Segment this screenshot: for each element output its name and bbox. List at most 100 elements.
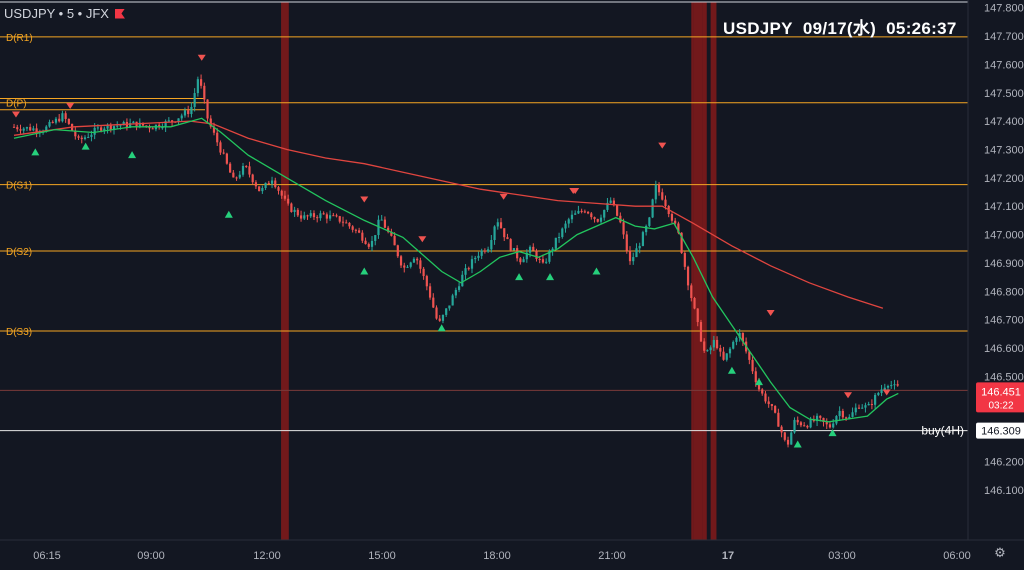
candle-body [12,126,16,128]
candle-body [512,248,516,251]
candle-body [312,213,316,218]
candle-body [387,227,390,232]
ma-fast-line [13,117,899,423]
candle-body [164,121,167,128]
x-tick-label: 17 [722,550,734,562]
candle-body [599,217,603,222]
candle-body [545,261,548,263]
candle-body [287,198,290,204]
sell-signal-marker [66,102,75,109]
candle-body [706,350,709,352]
x-tick-label: 15:00 [368,550,396,562]
candle-body [628,250,632,262]
candle-body [728,348,732,354]
candle-body [322,213,325,215]
candle-body [554,237,557,249]
sell-signal-marker [882,389,891,396]
candle-body [90,134,93,137]
candle-body [306,215,309,217]
candle-body [325,214,328,219]
candle-body [58,118,61,122]
candle-body [551,248,554,252]
candle-body [112,126,116,130]
candle-body [383,219,387,228]
candle-body [170,120,174,122]
candle-body [703,341,706,351]
x-tick-label: 21:00 [598,550,626,562]
candle-body [193,93,196,107]
candle-body [370,240,374,247]
candle-body [67,118,70,124]
candle-body [277,187,280,191]
candle-body [225,153,228,164]
symbol-title[interactable]: USDJPY • 5 • JFX [4,6,109,21]
candle-body [809,419,812,428]
candle-body [445,308,448,315]
candle-body [880,389,883,393]
pivot-label: D(S3) [6,327,32,338]
candle-body [854,407,857,413]
candle-body [819,415,822,418]
candle-body [328,215,332,219]
candle-body [167,120,170,122]
candle-body [890,385,893,387]
flag-icon[interactable] [114,8,125,19]
candle-body [332,215,335,217]
candle-body [377,219,380,236]
candle-body [135,121,138,128]
candle-body [648,217,651,226]
candle-body [296,209,299,216]
y-tick-label: 147.200 [984,173,1024,185]
candle-body [303,215,306,219]
candle-body [790,432,793,445]
candle-body [403,265,406,268]
candle-body [158,124,161,128]
candle-body [606,202,609,210]
candle-body [470,259,474,269]
gear-icon[interactable]: ⚙ [994,545,1006,560]
candle-body [122,121,125,126]
candle-body [22,128,25,131]
candle-body [419,260,422,269]
candle-body [538,258,541,260]
candle-body [748,351,751,360]
candle-body [416,258,419,261]
y-tick-label: 147.100 [984,201,1024,213]
candle-body [632,257,635,262]
candle-body [51,121,54,123]
candle-body [16,127,19,130]
y-tick-label: 147.600 [984,59,1024,71]
candle-body [825,421,828,425]
candle-body [577,210,580,214]
candle-body [641,232,645,246]
candle-body [841,410,844,418]
candle-body [490,240,493,250]
candle-body [361,232,364,241]
candle-body [751,359,754,372]
candle-body [477,255,480,258]
candle-body [29,127,32,131]
candle-body [274,180,277,188]
candle-body [783,432,786,440]
candle-body [467,268,470,270]
candle-body [757,382,761,390]
pivot-label: D(S2) [6,247,32,258]
candle-body [116,125,119,127]
candle-body [674,220,677,224]
candle-body [774,405,777,413]
candle-body [699,322,703,342]
candle-body [441,314,445,321]
x-tick-label: 06:00 [943,550,971,562]
session-band [281,2,289,540]
buy-signal-marker [515,273,524,281]
candle-body [100,127,103,131]
candle-body [806,425,809,428]
candle-body [299,215,303,219]
symbol-header[interactable]: USDJPY • 5 • JFX [4,6,125,21]
candle-body [848,416,851,419]
candle-body [651,199,654,218]
candle-body [87,136,90,138]
signal-markers [11,54,891,448]
